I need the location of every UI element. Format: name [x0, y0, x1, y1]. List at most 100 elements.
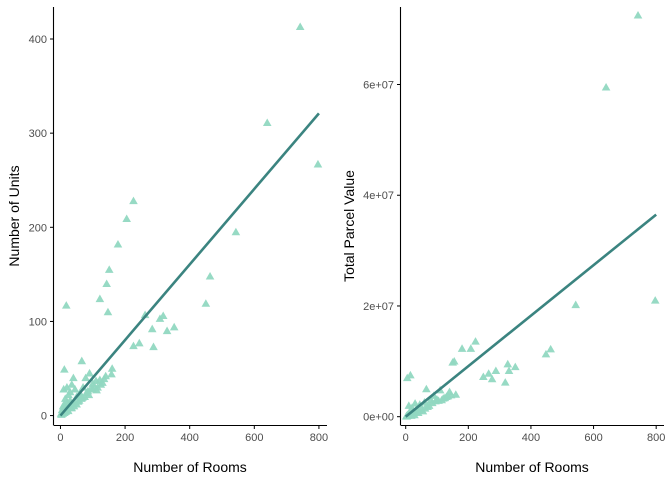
data-point [59, 384, 68, 393]
x-tick-label: 0 [57, 432, 63, 444]
data-point [129, 341, 138, 350]
data-point [262, 118, 272, 127]
data-point [541, 349, 551, 358]
data-point [104, 265, 114, 273]
data-point [457, 344, 467, 352]
data-point [158, 311, 168, 320]
trend-line [404, 213, 657, 418]
data-point [102, 279, 111, 288]
data-point [70, 384, 80, 393]
data-point [78, 393, 87, 401]
data-point [84, 390, 94, 399]
data-point [81, 373, 90, 382]
scatter-points [56, 22, 323, 418]
y-ticks: 0 100 200 300 400 [29, 34, 54, 423]
data-point [422, 384, 431, 393]
x-ticks: 0 200 400 600 800 [57, 425, 328, 444]
data-point [60, 365, 69, 373]
x-tick-label: 0 [403, 432, 409, 444]
data-point [78, 383, 88, 391]
x-axis-title: Number of Rooms [475, 459, 589, 475]
data-point [471, 337, 480, 345]
y-tick-label: 200 [29, 222, 47, 234]
data-point [487, 374, 497, 383]
data-point [446, 390, 456, 399]
data-point [95, 294, 105, 303]
data-point [448, 358, 457, 366]
panel-value-vs-rooms: 0 200 400 600 800 0e+00 2e+07 4e+07 6e+07 Numbe… [341, 7, 665, 475]
data-point [103, 307, 113, 316]
data-point [201, 299, 211, 307]
data-point [503, 359, 513, 368]
data-point [402, 373, 412, 382]
y-tick-label: 4e+07 [363, 190, 394, 202]
data-point [491, 366, 501, 374]
data-point [500, 378, 510, 386]
data-point [231, 227, 241, 236]
x-tick-label: 200 [459, 432, 477, 444]
data-point [510, 362, 520, 371]
x-tick-label: 800 [310, 432, 328, 444]
panel-units-vs-rooms: 0 200 400 600 800 0 100 200 300 400 Number of Ro… [6, 7, 328, 475]
data-point [107, 369, 116, 378]
data-point [313, 159, 323, 168]
data-point [107, 364, 117, 372]
x-ticks: 0 200 400 600 800 [403, 425, 665, 444]
y-axis-title: Total Parcel Value [341, 170, 357, 282]
data-point [122, 214, 131, 223]
data-point [64, 390, 73, 399]
data-point [484, 369, 493, 377]
data-point [66, 403, 76, 412]
data-point [129, 196, 138, 205]
data-point [162, 326, 172, 335]
y-tick-label: 300 [29, 128, 47, 140]
x-axis-title: Number of Rooms [133, 459, 247, 475]
data-point [85, 368, 94, 377]
data-point [295, 22, 305, 30]
data-point [72, 399, 81, 408]
data-point [140, 310, 150, 319]
x-tick-label: 400 [181, 432, 199, 444]
data-point [92, 385, 101, 394]
data-point [77, 356, 87, 365]
data-point [414, 406, 424, 414]
x-tick-label: 800 [647, 432, 665, 444]
data-point [650, 296, 660, 304]
data-point [546, 344, 555, 353]
trend-line [59, 112, 320, 417]
data-point [134, 338, 144, 347]
y-tick-label: 100 [29, 316, 47, 328]
x-tick-label: 200 [116, 432, 134, 444]
data-point [113, 239, 123, 248]
data-point [149, 342, 158, 351]
x-tick-label: 600 [584, 432, 602, 444]
data-point [205, 271, 215, 280]
data-point [479, 372, 488, 381]
data-point [504, 366, 514, 374]
y-ticks: 0e+00 2e+07 4e+07 6e+07 [363, 80, 401, 424]
data-point [571, 300, 581, 309]
y-tick-label: 6e+07 [363, 80, 394, 92]
data-point [169, 322, 179, 331]
data-point [67, 380, 77, 388]
y-tick-label: 0 [41, 411, 47, 423]
data-point [601, 82, 611, 91]
y-axis-title: Number of Units [6, 165, 22, 266]
data-point [96, 380, 106, 388]
data-point [147, 324, 157, 333]
scatter-points [402, 11, 660, 420]
data-point [99, 374, 109, 383]
x-tick-label: 400 [522, 432, 540, 444]
y-tick-label: 0e+00 [363, 412, 394, 424]
data-point [69, 373, 78, 382]
y-tick-label: 2e+07 [363, 301, 394, 313]
data-point [410, 399, 420, 407]
data-point [633, 11, 643, 19]
data-point [61, 301, 71, 309]
data-point [420, 404, 430, 412]
data-point [62, 383, 72, 391]
x-tick-label: 600 [245, 432, 263, 444]
y-tick-label: 400 [29, 34, 47, 46]
